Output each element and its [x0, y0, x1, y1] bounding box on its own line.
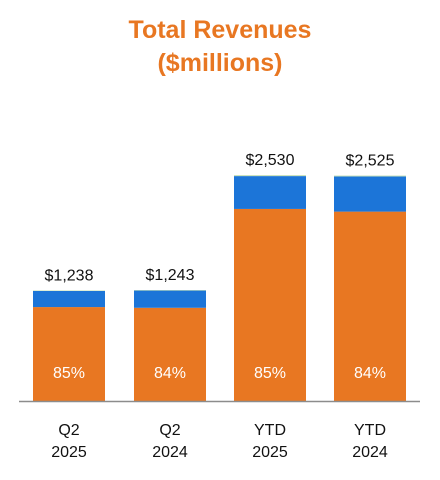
category-label: 2024 — [152, 444, 188, 461]
bar-segment-2-4 — [334, 176, 406, 212]
percent-label: 84% — [354, 365, 386, 382]
category-label: Q2 — [58, 422, 79, 439]
bar-segment-3-4 — [334, 175, 406, 177]
category-label: 2025 — [252, 444, 288, 461]
bar-segment-1-1 — [33, 307, 105, 401]
bar-segment-2-1 — [33, 291, 105, 308]
bar-segment-3-2 — [134, 290, 206, 291]
bar-segment-2-3 — [234, 176, 306, 209]
chart-title-line-2: ($millions) — [157, 49, 283, 77]
category-label: 2024 — [352, 444, 388, 461]
category-label: 2025 — [51, 444, 87, 461]
total-label: $1,238 — [45, 267, 94, 284]
category-label: Q2 — [159, 422, 180, 439]
category-label: YTD — [254, 422, 286, 439]
percent-label: 84% — [154, 365, 186, 382]
bar-segment-1-3 — [234, 208, 306, 401]
bar-segment-1-2 — [134, 307, 206, 401]
bar-segment-3-3 — [234, 175, 306, 177]
category-label: YTD — [354, 422, 386, 439]
percent-label: 85% — [254, 365, 286, 382]
total-label: $2,530 — [246, 152, 295, 169]
bar-segment-3-1 — [33, 290, 105, 291]
percent-label: 85% — [53, 365, 85, 382]
total-label: $2,525 — [346, 153, 395, 170]
total-label: $1,243 — [146, 267, 195, 284]
bar-segment-2-2 — [134, 290, 206, 308]
chart-title-line-1: Total Revenues — [128, 16, 312, 44]
bar-segment-1-4 — [334, 211, 406, 401]
